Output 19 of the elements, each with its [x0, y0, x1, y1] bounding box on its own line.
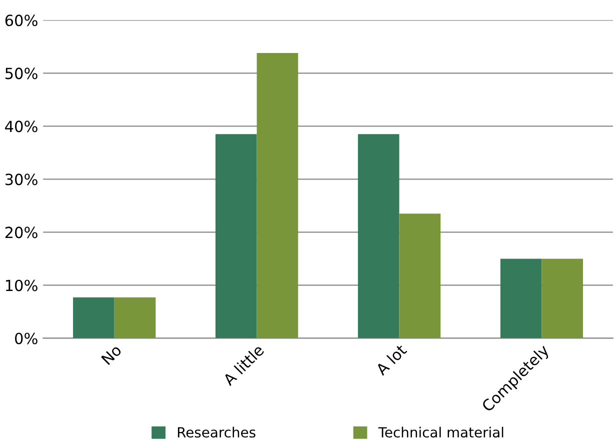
y-tick-label: 20%: [5, 226, 38, 238]
y-tick-label: 50%: [5, 68, 38, 80]
y-tick-label: 60%: [5, 14, 38, 26]
bar: [399, 214, 441, 338]
bar: [358, 134, 400, 338]
bar: [542, 258, 584, 338]
y-tick-label: 0%: [15, 332, 38, 344]
bar: [500, 258, 542, 338]
bar: [256, 53, 298, 338]
y-tick-label: 10%: [6, 280, 38, 292]
bar: [114, 297, 156, 338]
bar: [215, 134, 257, 338]
legend-label: Technical material: [378, 426, 504, 438]
x-tick-label: No: [101, 344, 122, 366]
x-tick-label: A lot: [374, 343, 408, 376]
y-tick-label: 30%: [5, 174, 38, 186]
y-tick-label: 40%: [5, 120, 38, 132]
bar: [73, 297, 114, 338]
legend-label: Researches: [178, 426, 256, 438]
